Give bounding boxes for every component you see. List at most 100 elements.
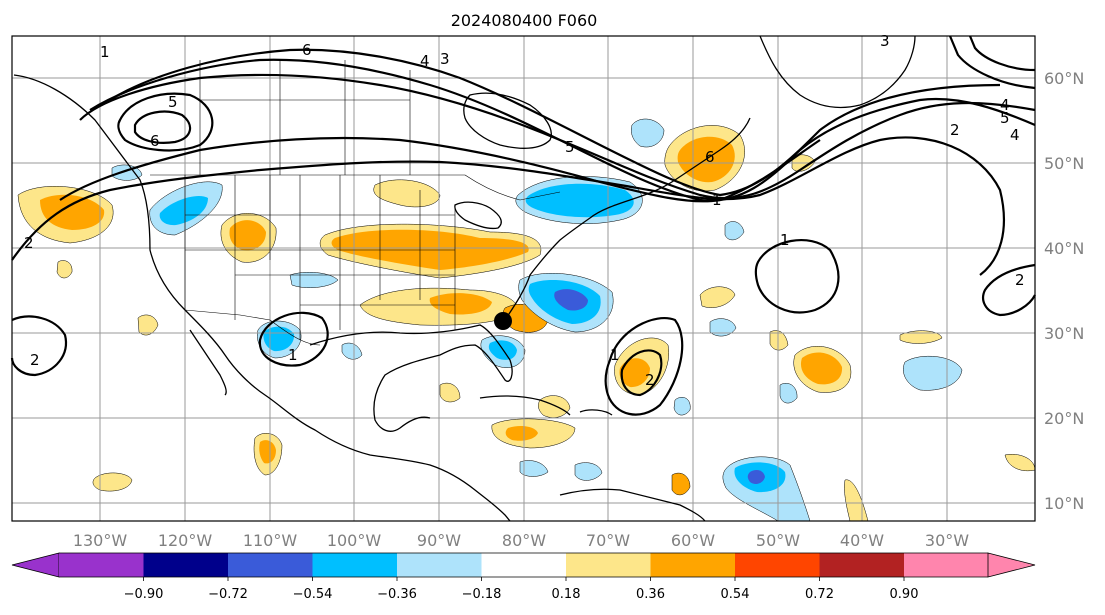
state-lines — [184, 175, 456, 340]
positive-anomaly-area — [429, 293, 492, 315]
positive-anomaly-area — [439, 382, 461, 403]
contour-label: 1 — [100, 43, 110, 61]
colorbar-segment — [735, 553, 820, 577]
gulf-coast — [309, 324, 513, 432]
contour-line — [754, 239, 840, 314]
colorbar-segment — [59, 553, 144, 577]
positive-anomaly-area — [619, 358, 650, 388]
negative-anomaly-area — [574, 462, 603, 481]
negative-anomaly-area — [779, 382, 798, 404]
contour-label: 6 — [302, 41, 312, 59]
political-borders — [150, 60, 561, 346]
contour-label: 1 — [780, 231, 790, 249]
lat-label: 60°N — [1044, 69, 1084, 88]
lat-label: 40°N — [1044, 239, 1084, 258]
north-america-coastline — [13, 74, 511, 522]
great-lakes — [454, 201, 502, 230]
contour-line — [620, 349, 663, 397]
contour-label: 5 — [565, 138, 575, 156]
lon-label: 30°W — [925, 531, 969, 550]
lon-label: 130°W — [73, 531, 128, 550]
contour-line — [117, 92, 214, 152]
negative-anomaly-area — [631, 118, 665, 148]
colorbar-segment — [312, 553, 397, 577]
cuba-coast — [479, 395, 571, 416]
contour-label: 4 — [420, 52, 430, 70]
contour-label: 2 — [1015, 271, 1025, 289]
contour-label: 1 — [712, 191, 722, 209]
lon-label: 60°W — [671, 531, 715, 550]
colorbar-tick-label: −0.90 — [124, 587, 164, 602]
us-canada-border — [150, 174, 561, 201]
positive-anomaly-area — [899, 330, 943, 344]
contour-label: 1 — [288, 346, 298, 364]
contour-label: 5 — [168, 93, 178, 111]
contour-label: 2 — [645, 371, 655, 389]
negative-anomaly-area — [289, 272, 339, 288]
negative-anomaly-area — [747, 469, 765, 485]
lat-label: 10°N — [1044, 494, 1084, 513]
contour-label: 5 — [1000, 109, 1010, 127]
contour-label: 3 — [440, 50, 450, 68]
colorbar-segment — [143, 553, 228, 577]
colorbar-tick-label: −0.72 — [208, 587, 248, 602]
positive-anomaly-area — [800, 352, 843, 385]
colorbar-tick-label: 0.90 — [890, 587, 919, 602]
lon-label: 80°W — [502, 531, 546, 550]
lat-label: 30°N — [1044, 324, 1084, 343]
contour-line — [133, 110, 192, 144]
colorbar-tick-label: −0.54 — [293, 587, 333, 602]
positive-anomaly-area — [373, 179, 441, 208]
hudson-bay — [463, 92, 552, 149]
lon-label: 110°W — [243, 531, 298, 550]
east-coast — [504, 117, 751, 321]
positive-anomaly-area — [229, 220, 266, 251]
negative-anomaly-area — [159, 195, 208, 226]
contour-line — [89, 58, 1036, 202]
positive-anomaly-area — [538, 395, 571, 418]
colorbar-segment — [228, 553, 313, 577]
colorbar-segment — [904, 553, 988, 577]
colorbar: −0.90 −0.72 −0.54 −0.36 −0.18 0.18 0.36 … — [11, 552, 1036, 602]
contour-labels: 1 2 3 4 5 6 1 2 3 4 5 6 1 2 1 1 2 4 5 6 … — [24, 32, 1025, 389]
negative-anomaly-area — [724, 221, 745, 241]
colorbar-segment — [397, 553, 482, 577]
coastlines — [13, 35, 916, 522]
contour-label: 4 — [1000, 96, 1010, 114]
positive-anomaly-area — [259, 440, 276, 464]
contour-label: 6 — [150, 132, 160, 150]
latitude-labels: 60°N 50°N 40°N 30°N 20°N 10°N — [1044, 69, 1084, 513]
colorbar-segment — [987, 552, 1036, 578]
colorbar-segment — [819, 553, 904, 577]
colorbar-segment — [566, 553, 651, 577]
colorbar-segment — [481, 553, 566, 577]
contour-label: 6 — [705, 148, 715, 166]
colorbar-tick-label: 0.54 — [721, 587, 750, 602]
contour-line — [948, 35, 1036, 90]
negative-anomaly-area — [554, 289, 588, 311]
lon-label: 120°W — [158, 531, 213, 550]
contour-label: 2 — [24, 234, 34, 252]
contour-line — [109, 48, 1001, 197]
positive-anomaly-area — [137, 314, 159, 336]
lon-label: 40°W — [840, 531, 884, 550]
greenland-coast — [759, 35, 916, 109]
us-mexico-border — [184, 309, 321, 346]
lon-label: 70°W — [586, 531, 630, 550]
positive-anomaly-area — [505, 425, 538, 441]
lon-label: 90°W — [417, 531, 461, 550]
positive-anomaly-area — [769, 330, 789, 351]
positive-anomaly-area — [56, 260, 73, 279]
contour-line — [258, 311, 329, 367]
colorbar-tick-label: 0.72 — [805, 587, 834, 602]
negative-anomaly-area — [709, 318, 737, 337]
colorbar-tick-label: 0.18 — [552, 587, 581, 602]
lat-label: 20°N — [1044, 409, 1084, 428]
map-gridlines — [12, 36, 1035, 521]
contour-label: 3 — [880, 32, 890, 50]
colorbar-tick-label: −0.36 — [377, 587, 417, 602]
contour-line — [968, 35, 1036, 72]
contour-label: 1 — [610, 346, 620, 364]
map-panel: 1 2 3 4 5 6 1 2 3 4 5 6 1 2 1 1 2 4 5 6 … — [10, 32, 1036, 522]
